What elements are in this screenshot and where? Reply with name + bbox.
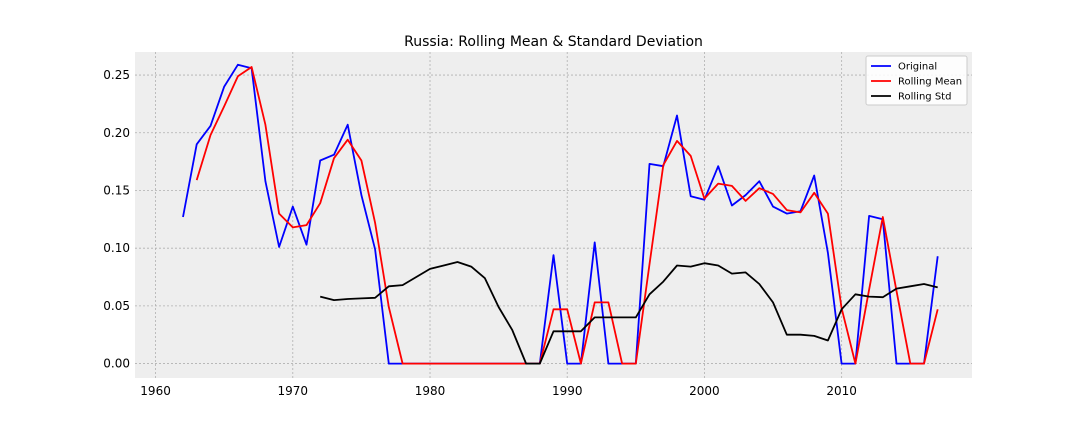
plot-background (135, 52, 972, 378)
y-tick-label: 0.10 (103, 241, 130, 255)
x-tick-label: 2010 (826, 384, 857, 398)
x-tick-label: 1970 (278, 384, 309, 398)
y-tick-label: 0.25 (103, 68, 130, 82)
series-line-rolling-std (319, 261, 938, 365)
y-tick-label: 0.00 (103, 357, 130, 371)
x-tick-label: 1960 (140, 384, 171, 398)
y-tick-label: 0.20 (103, 126, 130, 140)
chart-title: Russia: Rolling Mean & Standard Deviatio… (404, 34, 703, 50)
x-tick-label: 1990 (552, 384, 583, 398)
series-line-rolling-mean (195, 66, 939, 365)
legend-label: Rolling Std (898, 92, 951, 103)
legend: Original Rolling Mean Rolling Std (865, 55, 968, 106)
y-tick-label: 0.15 (103, 183, 130, 197)
x-tick-label: 2000 (689, 384, 720, 398)
series-layer (182, 63, 939, 365)
legend-label: Rolling Mean (898, 77, 962, 88)
y-tick-label: 0.05 (103, 299, 130, 313)
legend-label: Original (898, 62, 937, 73)
x-tick-label: 1980 (415, 384, 446, 398)
axis-ticks: 1960 1970 1980 1990 2000 2010 0.00 0.05 0.10 0.15… (103, 68, 857, 398)
legend-box (865, 55, 968, 106)
